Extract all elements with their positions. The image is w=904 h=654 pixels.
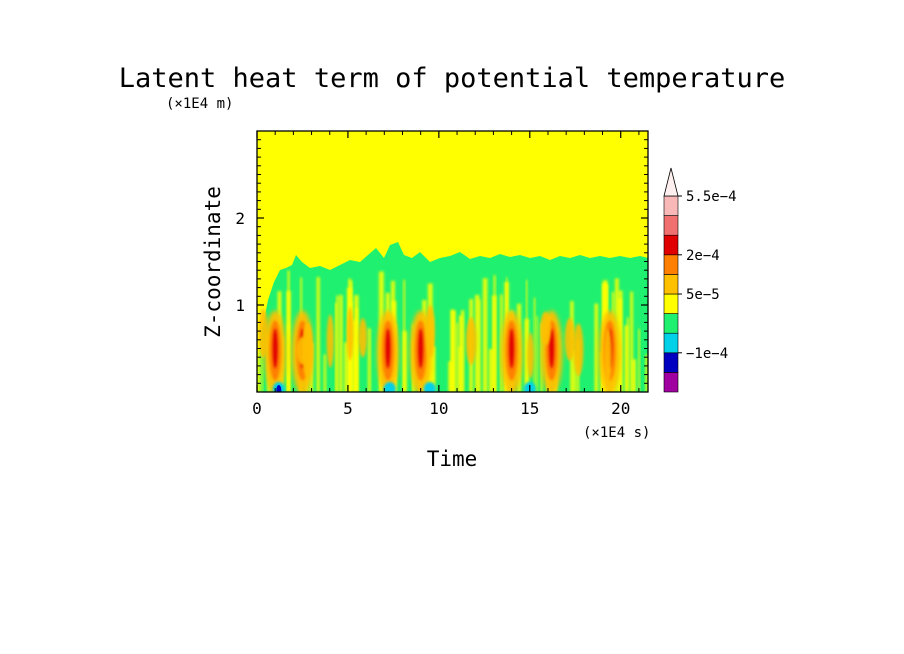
weak-burst [301,322,313,378]
field-streak [455,323,459,392]
field-streak [336,295,339,392]
colorbar-tick-label: 5e−5 [686,287,720,303]
colorbar-segment [663,215,679,236]
weak-burst [358,318,368,358]
field-streak [431,346,436,392]
colorbar-segment [663,293,679,314]
field-streak [638,328,641,392]
colorbar-segment [663,274,679,295]
field-streak [286,290,291,392]
colorbar-segment [663,254,679,275]
burst-peak [385,328,391,369]
field-streak [525,279,528,392]
x-tick-label: 5 [343,399,353,418]
weak-burst [564,317,576,361]
colorbar-tick-label: −1e−4 [686,346,728,362]
field-streak [352,319,358,392]
burst-peak [549,328,555,369]
field-streak [335,302,337,392]
y-unit-label: (×1E4 m) [166,96,233,112]
field-streak [645,354,648,392]
convective-bursts [258,304,621,392]
field-streak [367,328,371,392]
x-axis-label: Time [427,447,478,471]
field-streak [630,291,634,392]
colorbar-segment [663,352,679,373]
x-unit-label: (×1E4 s) [583,425,650,441]
colorbar-segment [663,234,679,256]
x-tick-label: 0 [252,399,262,418]
field-streak [474,294,480,392]
weak-burst [604,328,612,383]
field-streak [316,277,320,392]
colorbar-extend-triangle [663,167,679,197]
plot-area [257,131,648,392]
x-tick-label: 20 [611,399,630,418]
weak-burst [465,317,477,365]
field-streak [631,359,637,392]
colorbar-segment [663,313,679,334]
burst-peak [509,328,515,369]
negative-spot [423,382,436,392]
field-streak [323,354,327,392]
colorbar-tick-label: 5.5e−4 [686,189,737,205]
field-streak [403,279,406,392]
x-tick-label: 15 [520,399,539,418]
field-streak [533,297,536,392]
colorbar-segment [663,332,679,354]
negative-spot [383,382,396,392]
weak-burst [527,332,534,379]
y-tick-label: 1 [235,296,245,315]
weak-burst [540,311,551,346]
chart-title: Latent heat term of potential temperatur… [119,63,785,94]
field-streak [624,325,629,392]
x-tick-label: 10 [429,399,448,418]
colorbar: −1e−4 5e−5 2e−4 5.5e−4 [663,167,737,393]
weak-burst [326,314,335,368]
y-axis: 12 [235,139,648,384]
y-tick-label: 2 [235,209,245,228]
colorbar-segment [663,372,679,393]
field-streak [488,348,494,392]
field-streak [626,317,629,392]
colorbar-segment [663,195,679,216]
field-streak [482,278,488,392]
field-streak [344,342,348,392]
field-streak [594,303,599,392]
field-streak [460,310,465,392]
weak-burst [425,304,435,358]
field-streak [458,315,463,392]
field-streak [536,316,538,392]
weak-burst [346,306,354,361]
weak-burst [258,308,269,358]
field-streak [450,309,455,392]
y-axis-label: Z-coordinate [201,186,225,338]
strong-negative-spot [276,385,282,392]
burst-peak [272,328,278,369]
field-streak [339,294,343,392]
weak-burst [573,323,584,377]
field-streak [478,299,481,392]
field-streak [493,275,496,392]
negative-spots [272,382,536,392]
field-streak [572,350,576,392]
x-axis: 0 5 10 15 20 [252,131,640,418]
colorbar-tick-label: 2e−4 [686,248,720,264]
field-streak [261,338,263,392]
burst-peak [418,328,424,369]
